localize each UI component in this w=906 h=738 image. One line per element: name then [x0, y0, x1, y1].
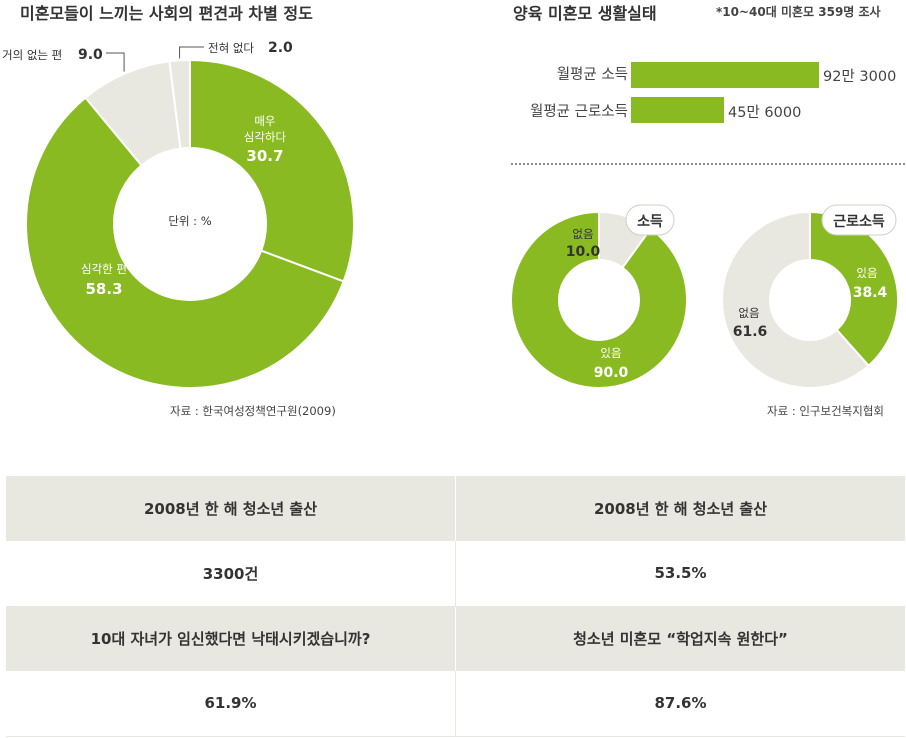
perception-donut-slice-1	[25, 96, 345, 389]
slice-label: 매우	[254, 114, 275, 128]
slice-label: 있음	[600, 346, 621, 360]
table-cell: 2008년 한 해 청소년 출산	[455, 476, 905, 541]
slice-value: 10.0	[566, 244, 601, 260]
left-chart-source: 자료 : 한국여성정책연구원(2009)	[170, 404, 336, 418]
table-cell: 2008년 한 해 청소년 출산	[6, 476, 456, 541]
bar-value-monthly-income: 92만 3000	[823, 69, 897, 85]
table-cell: 10대 자녀가 임신했다면 낙태시키겠습니까?	[6, 606, 456, 671]
slice-value: 61.6	[733, 324, 768, 340]
bar-value-monthly-wage: 45만 6000	[728, 105, 802, 121]
wage-donut-title: 근로소득	[833, 214, 885, 230]
slice-value: 58.3	[86, 280, 123, 298]
income-donut-title-badge	[625, 204, 675, 236]
slice-label: 없음	[738, 306, 759, 320]
stats-table: 2008년 한 해 청소년 출산 2008년 한 해 청소년 출산 3300건 …	[6, 476, 905, 737]
table-row: 2008년 한 해 청소년 출산 2008년 한 해 청소년 출산	[6, 476, 905, 541]
perception-donut-slice-3	[168, 58, 191, 150]
slice-value: 38.4	[853, 285, 888, 301]
slice-label: 있음	[856, 266, 877, 280]
right-chart-source: 자료 : 인구보건복지협회	[767, 404, 884, 418]
donut-center-label: 단위 : %	[168, 214, 211, 228]
survey-note: *10~40대 미혼모 359명 조사	[716, 5, 881, 19]
table-row: 3300건 53.5%	[6, 541, 905, 606]
bar-label-monthly-income: 월평균 소득	[556, 67, 628, 83]
slice-label: 심각하다	[244, 130, 287, 144]
leader-line	[179, 46, 204, 59]
slice-value: 30.7	[246, 147, 283, 165]
table-row: 10대 자녀가 임신했다면 낙태시키겠습니까? 청소년 미혼모 “학업지속 원한…	[6, 606, 905, 671]
table-row: 61.9% 87.6%	[6, 671, 905, 736]
slice-label: 거의 없는 편	[2, 48, 62, 62]
slice-value: 9.0	[78, 47, 103, 63]
table-cell: 87.6%	[455, 671, 905, 736]
table-cell: 53.5%	[455, 541, 905, 606]
slice-value: 90.0	[594, 365, 629, 381]
wage-donut-title-badge	[821, 204, 897, 236]
income-donut-slice-1	[510, 210, 688, 389]
bar-monthly-income	[631, 62, 819, 88]
slice-label: 심각한 편	[81, 262, 127, 276]
right-section-title: 양육 미혼모 생활실태	[513, 4, 657, 23]
table-cell: 3300건	[6, 541, 456, 606]
table-cell: 청소년 미혼모 “학업지속 원한다”	[455, 606, 905, 671]
slice-label: 없음	[572, 227, 593, 241]
perception-donut-slice-0	[189, 58, 355, 283]
slice-value: 2.0	[268, 40, 293, 56]
bar-label-monthly-wage: 월평균 근로소득	[530, 104, 628, 120]
leader-line	[106, 52, 125, 72]
table-cell: 61.9%	[6, 671, 456, 736]
income-donut-title: 소득	[637, 214, 663, 230]
slice-label: 전혀 없다	[208, 41, 254, 55]
bar-monthly-wage	[631, 97, 724, 123]
section-divider	[511, 163, 905, 165]
left-chart-title: 미혼모들이 느끼는 사회의 편견과 차별 정도	[20, 4, 313, 23]
wage-donut-slice-1	[721, 210, 871, 389]
